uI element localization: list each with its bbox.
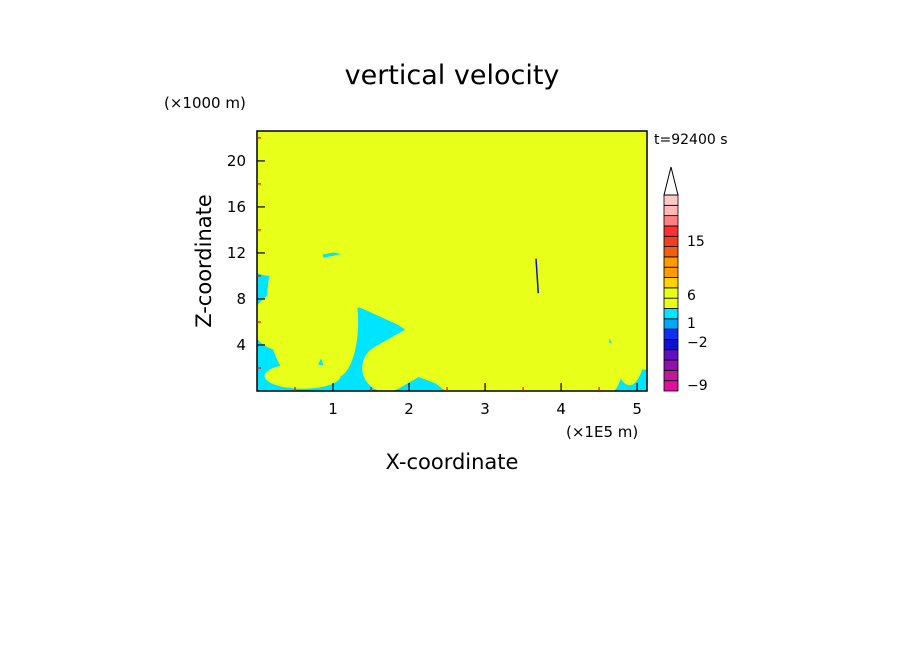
colorbar-tick-label: −2 (687, 335, 708, 351)
colorbar-bin (663, 215, 679, 227)
y-unit-label: (×1000 m) (164, 94, 246, 112)
colorbar-bin (663, 194, 679, 206)
x-tick-label: 2 (404, 400, 414, 418)
updraft-region (266, 229, 331, 380)
updraft-region (264, 363, 341, 389)
plot-frame (256, 130, 648, 392)
updraft-band (490, 131, 647, 242)
x-tick-label: 5 (632, 400, 642, 418)
colorbar-bin (663, 204, 679, 217)
downdraft-streak (535, 258, 540, 294)
colorbar-bin (663, 287, 679, 299)
colorbar-bin (663, 380, 679, 392)
time-stamp-label: t=92400 s (654, 132, 728, 148)
plot-area (256, 130, 648, 392)
y-tick-label: 16 (227, 198, 246, 216)
colorbar-bin (663, 369, 679, 382)
colorbar-bin (663, 339, 679, 351)
colorbar-bin (663, 277, 679, 289)
colorbar-bin (663, 308, 679, 320)
updraft-band (362, 326, 502, 391)
colorbar: 15 6 1 −2 −9 (663, 166, 708, 394)
y-tick-label: 4 (236, 336, 246, 354)
colorbar-bin (663, 246, 679, 258)
y-tick-label: 12 (227, 244, 246, 262)
colorbar-bin (663, 318, 679, 330)
colorbar-tick-label: 15 (687, 234, 705, 250)
colorbar-bin (663, 266, 679, 278)
y-axis-title: Z-coordinate (192, 194, 216, 328)
x-tick-label: 4 (556, 400, 566, 418)
colorbar-bin (663, 297, 679, 309)
updraft-region (315, 266, 359, 378)
y-tick-label: 20 (227, 152, 246, 170)
heatmap-field (257, 131, 647, 391)
x-tick-label: 3 (480, 400, 490, 418)
colorbar-extend-max (663, 166, 679, 196)
colorbar-bin (663, 225, 679, 237)
x-axis: 1 2 3 4 5 (294, 383, 642, 418)
x-axis-title: X-coordinate (386, 450, 519, 474)
colorbar-bin (663, 256, 679, 268)
colorbar-tick-label: 6 (687, 288, 696, 304)
colorbar-bin (663, 359, 679, 371)
colorbar-bin (663, 349, 679, 361)
colorbar-tick-label: 1 (687, 316, 696, 332)
y-axis: 4 8 12 16 20 (227, 137, 265, 369)
x-unit-label: (×1E5 m) (566, 423, 638, 441)
colorbar-tick-label: −9 (687, 378, 708, 394)
y-tick-label: 8 (236, 290, 246, 308)
x-tick-label: 1 (328, 400, 338, 418)
chart-title: vertical velocity (345, 60, 560, 91)
colorbar-bin (663, 328, 679, 340)
colorbar-bin (663, 235, 679, 247)
updraft-region (594, 342, 622, 391)
